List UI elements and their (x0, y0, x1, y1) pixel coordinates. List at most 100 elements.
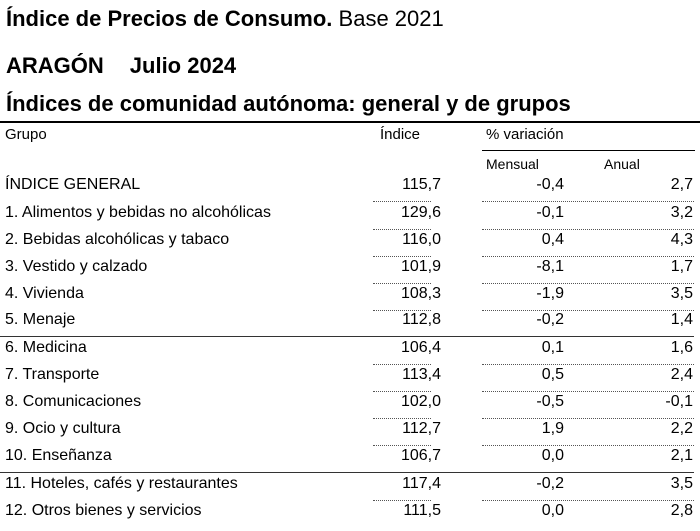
row-dotted-rule (482, 283, 694, 284)
row-label: 4. Vivienda (5, 285, 84, 302)
row-indice: 117,4 (402, 475, 441, 492)
row-dotted-rule (482, 201, 694, 202)
row-dotted-rule (482, 391, 694, 392)
row-dotted-rule (482, 256, 694, 257)
row-dotted-rule (373, 201, 431, 202)
row-label: 10. Enseñanza (5, 447, 112, 464)
row-indice: 101,9 (400, 258, 441, 275)
row-divider (0, 472, 694, 473)
table-row-general: ÍNDICE GENERAL 115,7 -0,4 2,7 (0, 176, 700, 200)
document-title-bold: Índice de Precios de Consumo. (6, 6, 333, 31)
header-rule (0, 121, 700, 123)
row-mensual: -0,2 (536, 311, 564, 328)
row-anual: -0,1 (665, 393, 693, 410)
row-dotted-rule (482, 229, 694, 230)
row-indice: 112,7 (402, 420, 441, 437)
row-dotted-rule (482, 310, 694, 311)
table-row: 5. Menaje 112,8 -0,2 1,4 (0, 311, 700, 335)
column-header-anual: Anual (604, 156, 640, 172)
row-anual: 3,5 (670, 475, 693, 492)
row-mensual: -0,1 (536, 204, 564, 221)
region-label: ARAGÓN (6, 53, 104, 78)
table-row: 8. Comunicaciones 102,0 -0,5 -0,1 (0, 393, 700, 417)
row-indice: 111,5 (403, 502, 441, 519)
row-label: 6. Medicina (5, 339, 87, 356)
row-dotted-rule (482, 500, 694, 501)
row-anual: 2,4 (670, 366, 693, 383)
row-indice: 129,6 (400, 204, 441, 221)
row-indice: 115,7 (402, 176, 441, 193)
row-mensual: -1,9 (536, 285, 564, 302)
row-dotted-rule (373, 364, 431, 365)
row-dotted-rule (482, 418, 694, 419)
period-label: Julio 2024 (129, 53, 237, 78)
row-indice: 113,4 (402, 366, 441, 383)
row-anual: 1,6 (670, 339, 693, 356)
row-mensual: -0,4 (536, 176, 564, 193)
column-header-grupo: Grupo (5, 126, 47, 143)
table-row: 4. Vivienda 108,3 -1,9 3,5 (0, 285, 700, 309)
table-row: 12. Otros bienes y servicios 111,5 0,0 2,8 (0, 502, 700, 526)
row-dotted-rule (373, 391, 431, 392)
table-row: 2. Bebidas alcohólicas y tabaco 116,0 0,4 4… (0, 231, 700, 255)
table-row: 9. Ocio y cultura 112,7 1,9 2,2 (0, 420, 700, 444)
row-mensual: -0,2 (536, 475, 564, 492)
row-dotted-rule (482, 445, 694, 446)
row-indice: 116,0 (402, 231, 441, 248)
row-anual: 3,2 (670, 204, 693, 221)
region-period: ARAGÓN Julio 2024 (6, 53, 236, 79)
document-title-base: Base 2021 (338, 6, 444, 31)
row-mensual: 0,1 (541, 339, 564, 356)
row-indice: 106,7 (400, 447, 441, 464)
row-anual: 2,2 (670, 420, 693, 437)
row-anual: 3,5 (670, 285, 693, 302)
row-dotted-rule (373, 310, 431, 311)
table-row: 3. Vestido y calzado 101,9 -8,1 1,7 (0, 258, 700, 282)
row-mensual: 0,0 (541, 447, 564, 464)
column-header-variacion: % variación (486, 126, 564, 143)
row-dotted-rule (373, 256, 431, 257)
row-mensual: 0,4 (541, 231, 564, 248)
document-title: Índice de Precios de Consumo. Base 2021 (6, 6, 444, 32)
table-row: 1. Alimentos y bebidas no alcohólicas 129… (0, 204, 700, 228)
row-label: 8. Comunicaciones (5, 393, 142, 410)
row-label: 5. Menaje (5, 311, 76, 328)
row-anual: 4,3 (670, 231, 693, 248)
row-dotted-rule (373, 418, 431, 419)
row-dotted-rule (482, 364, 694, 365)
variacion-rule (482, 150, 695, 151)
row-anual: 1,7 (670, 258, 693, 275)
table-subtitle: Índices de comunidad autónoma: general y… (6, 91, 571, 116)
row-label: 7. Transporte (5, 366, 100, 383)
column-header-indice: Índice (380, 126, 421, 143)
table-row: 7. Transporte 113,4 0,5 2,4 (0, 366, 700, 390)
row-label: 2. Bebidas alcohólicas y tabaco (5, 231, 230, 248)
row-mensual: -8,1 (536, 258, 564, 275)
row-indice: 106,4 (400, 339, 441, 356)
table-row: 11. Hoteles, cafés y restaurantes 117,4 -0… (0, 475, 700, 499)
row-anual: 2,7 (670, 176, 693, 193)
row-dotted-rule (373, 283, 431, 284)
row-label: 9. Ocio y cultura (5, 420, 121, 437)
row-label: 3. Vestido y calzado (5, 258, 148, 275)
row-anual: 2,1 (670, 447, 693, 464)
table-row: 10. Enseñanza 106,7 0,0 2,1 (0, 447, 700, 471)
row-dotted-rule (373, 500, 431, 501)
row-anual: 2,8 (670, 502, 693, 519)
row-anual: 1,4 (670, 311, 693, 328)
row-label: ÍNDICE GENERAL (5, 176, 141, 193)
row-indice: 102,0 (400, 393, 441, 410)
row-indice: 112,8 (402, 311, 441, 328)
row-divider (0, 336, 694, 337)
row-label: 1. Alimentos y bebidas no alcohólicas (5, 204, 271, 221)
row-dotted-rule (373, 445, 431, 446)
table-row: 6. Medicina 106,4 0,1 1,6 (0, 339, 700, 363)
row-dotted-rule (373, 229, 431, 230)
row-mensual: -0,5 (536, 393, 564, 410)
row-mensual: 0,5 (541, 366, 564, 383)
row-label: 11. Hoteles, cafés y restaurantes (5, 475, 238, 492)
row-mensual: 0,0 (541, 502, 564, 519)
column-header-mensual: Mensual (486, 156, 539, 172)
row-indice: 108,3 (400, 285, 441, 302)
row-mensual: 1,9 (541, 420, 564, 437)
